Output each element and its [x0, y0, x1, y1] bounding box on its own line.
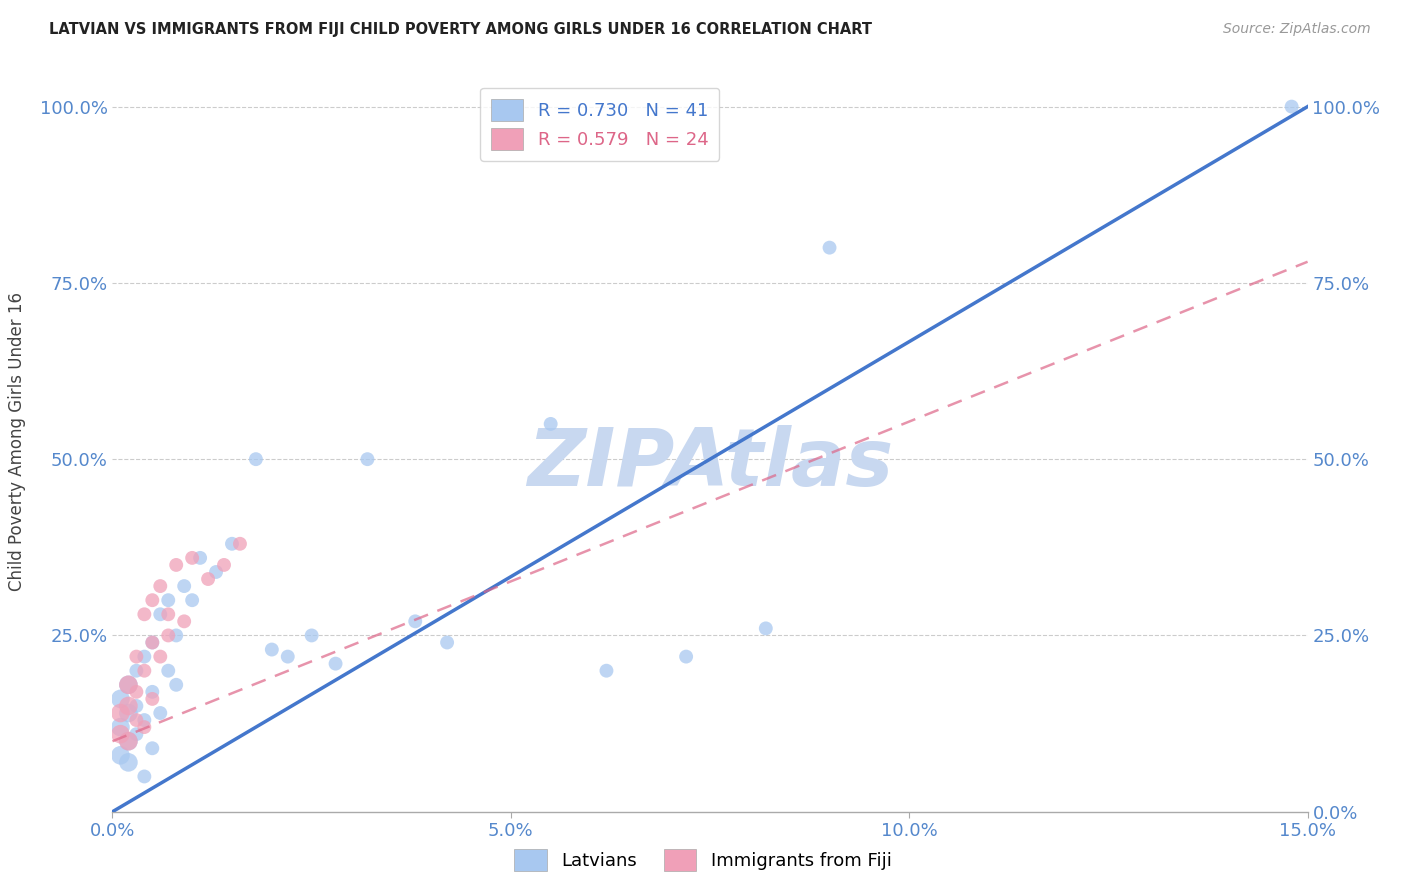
Point [755, 621, 778, 635]
Point [245, 452, 267, 467]
Point [149, 607, 172, 622]
Point [165, 558, 187, 572]
Point [212, 558, 235, 572]
Y-axis label: Child Poverty Among Girls Under 16: Child Poverty Among Girls Under 16 [7, 292, 25, 591]
Point [125, 713, 148, 727]
Point [188, 550, 211, 565]
Point [595, 664, 617, 678]
Point [149, 579, 172, 593]
Point [404, 615, 426, 629]
Point [134, 607, 156, 622]
Point [125, 685, 148, 699]
Point [134, 649, 156, 664]
Point [110, 727, 132, 741]
Point [675, 649, 697, 664]
Point [117, 734, 139, 748]
Point [260, 642, 283, 657]
Point [141, 741, 163, 756]
Point [277, 649, 299, 664]
Point [134, 769, 156, 783]
Point [134, 720, 156, 734]
Point [165, 678, 187, 692]
Text: ZIPAtlas: ZIPAtlas [527, 425, 893, 503]
Point [117, 734, 139, 748]
Point [436, 635, 458, 649]
Point [157, 628, 180, 642]
Point [117, 706, 139, 720]
Point [149, 649, 172, 664]
Point [173, 579, 195, 593]
Point [818, 241, 841, 255]
Point [1281, 100, 1303, 114]
Point [141, 635, 163, 649]
Point [197, 572, 219, 586]
Point [110, 706, 132, 720]
Point [117, 756, 139, 770]
Point [325, 657, 347, 671]
Point [181, 550, 204, 565]
Point [149, 706, 172, 720]
Legend: Latvians, Immigrants from Fiji: Latvians, Immigrants from Fiji [508, 842, 898, 879]
Point [141, 593, 163, 607]
Point [134, 713, 156, 727]
Point [110, 692, 132, 706]
Point [356, 452, 378, 467]
Point [141, 685, 163, 699]
Text: LATVIAN VS IMMIGRANTS FROM FIJI CHILD POVERTY AMONG GIRLS UNDER 16 CORRELATION C: LATVIAN VS IMMIGRANTS FROM FIJI CHILD PO… [49, 22, 872, 37]
Point [173, 615, 195, 629]
Point [540, 417, 562, 431]
Point [157, 664, 180, 678]
Point [125, 727, 148, 741]
Point [125, 664, 148, 678]
Point [117, 678, 139, 692]
Point [205, 565, 228, 579]
Point [117, 698, 139, 713]
Point [125, 698, 148, 713]
Point [134, 664, 156, 678]
Point [157, 607, 180, 622]
Point [141, 692, 163, 706]
Point [157, 593, 180, 607]
Point [141, 635, 163, 649]
Point [125, 649, 148, 664]
Point [221, 537, 243, 551]
Point [229, 537, 252, 551]
Text: Source: ZipAtlas.com: Source: ZipAtlas.com [1223, 22, 1371, 37]
Point [110, 748, 132, 763]
Point [110, 720, 132, 734]
Point [117, 678, 139, 692]
Point [165, 628, 187, 642]
Point [181, 593, 204, 607]
Legend: R = 0.730   N = 41, R = 0.579   N = 24: R = 0.730 N = 41, R = 0.579 N = 24 [479, 87, 720, 161]
Point [301, 628, 323, 642]
